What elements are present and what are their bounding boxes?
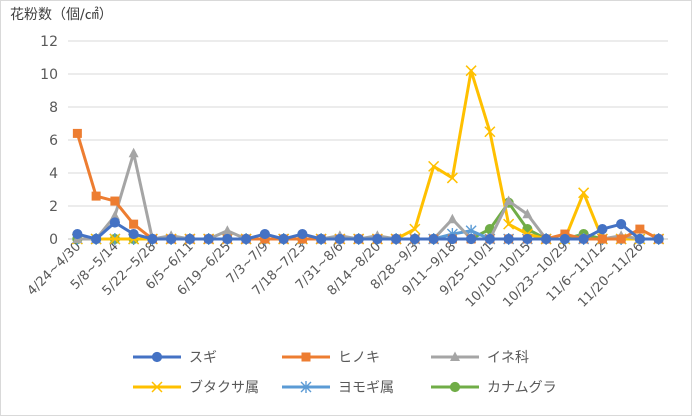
legend-label: スギ	[189, 350, 217, 366]
data-point	[597, 234, 607, 244]
series-1	[72, 217, 664, 245]
legend-label: ヒノキ	[338, 350, 380, 366]
legend-label: カナムグラ	[487, 380, 557, 396]
y-tick-label: 10	[40, 67, 58, 83]
data-point	[428, 233, 439, 245]
series-4	[71, 65, 665, 245]
data-point	[109, 210, 120, 220]
data-point	[465, 65, 477, 77]
data-point	[128, 147, 139, 158]
data-point	[222, 233, 233, 245]
data-point	[334, 233, 345, 245]
data-point	[129, 219, 139, 229]
data-point	[151, 351, 163, 363]
data-point	[522, 208, 533, 219]
series-2	[72, 128, 664, 244]
data-point	[446, 172, 458, 184]
x-tick-label: 11/20~11/26	[575, 239, 646, 310]
data-point	[503, 195, 514, 206]
data-point	[109, 217, 120, 228]
series-3	[72, 147, 664, 243]
legend-label: ブタクサ属	[189, 379, 259, 396]
series-line	[75, 69, 661, 241]
data-point	[409, 233, 420, 245]
y-tick-label: 12	[40, 34, 58, 50]
data-point	[484, 233, 495, 245]
data-point	[147, 233, 158, 245]
y-tick-label: 2	[49, 199, 58, 215]
data-point	[110, 196, 120, 206]
data-point	[634, 233, 645, 245]
data-point	[278, 233, 289, 245]
data-point	[653, 233, 664, 245]
data-point	[166, 233, 177, 245]
y-tick-label: 6	[49, 133, 58, 149]
data-point	[597, 224, 608, 235]
y-tick-label: 8	[49, 100, 58, 116]
data-point	[449, 381, 461, 393]
y-axis-title: 花粉数（個/㎠）	[10, 7, 113, 23]
legend-label: ヨモギ属	[338, 380, 394, 396]
data-point	[522, 233, 533, 245]
x-tick-label: 10/10~10/15	[463, 239, 534, 310]
data-point	[484, 126, 496, 138]
data-point	[72, 128, 82, 138]
data-point	[616, 234, 626, 244]
data-point	[109, 233, 121, 245]
data-point	[447, 213, 458, 224]
data-point	[203, 233, 214, 245]
legend-item: スギ	[133, 350, 217, 366]
y-tick-label: 4	[49, 166, 58, 182]
data-point	[409, 223, 421, 235]
data-point	[428, 160, 440, 172]
data-point	[466, 233, 477, 245]
data-point	[301, 352, 311, 362]
data-point	[297, 228, 308, 240]
legend-item: ヒノキ	[282, 350, 380, 366]
data-point	[578, 187, 590, 199]
data-point	[241, 233, 252, 245]
data-point	[450, 351, 460, 361]
legend-label: イネ科	[487, 350, 529, 366]
data-point	[72, 228, 83, 240]
data-point	[91, 233, 102, 245]
data-point	[222, 225, 233, 235]
legend-item: イネ科	[431, 350, 529, 366]
legend-item: ヨモギ属	[282, 380, 394, 396]
data-point	[559, 233, 570, 245]
data-point	[372, 233, 383, 245]
data-point	[635, 224, 645, 234]
data-point	[128, 228, 139, 240]
x-tick-label: 10/23~10/29	[500, 239, 571, 310]
data-point	[300, 381, 312, 393]
data-point	[541, 233, 552, 245]
data-point	[151, 381, 163, 393]
data-point	[616, 219, 627, 230]
data-point	[91, 191, 101, 201]
legend-item: カナムグラ	[431, 380, 557, 396]
data-point	[503, 218, 515, 230]
y-tick-label: 0	[49, 232, 58, 248]
legend-item: ブタクサ属	[133, 379, 259, 396]
data-point	[447, 233, 458, 245]
data-point	[316, 233, 327, 245]
data-point	[503, 233, 514, 245]
data-point	[391, 233, 402, 245]
data-point	[353, 233, 364, 245]
data-point	[259, 228, 270, 240]
data-point	[578, 233, 589, 245]
data-point	[184, 233, 195, 245]
